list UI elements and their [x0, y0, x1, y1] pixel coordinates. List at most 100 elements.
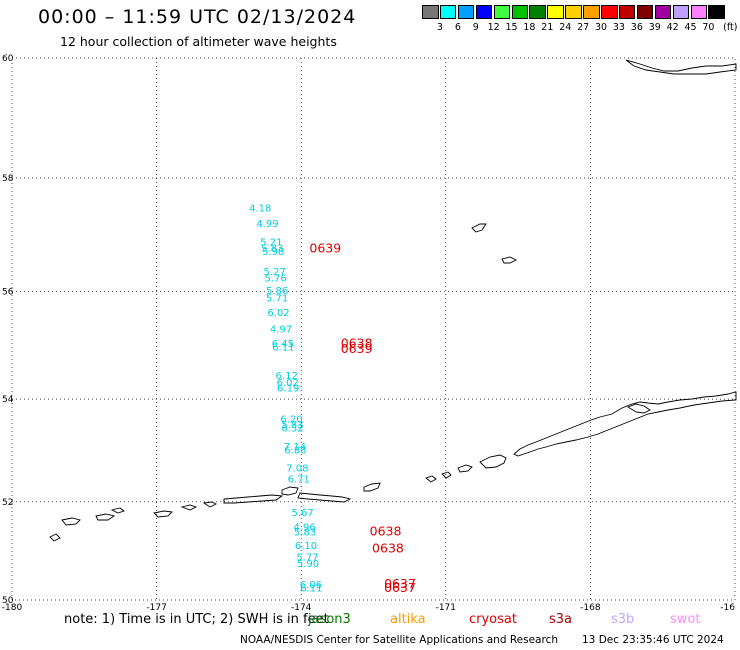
legend-swatch [475, 5, 493, 19]
wave-height-label: 5.83 [294, 528, 316, 539]
pass-time-label: 0639 [309, 240, 341, 255]
umnak-island [457, 464, 473, 473]
legend-label: 18 [523, 22, 536, 33]
wave-height-label: 5.71 [266, 293, 288, 304]
wave-height-label: 6.02 [277, 378, 299, 389]
latitude-tick-label: 50 [2, 596, 14, 606]
wave-height-label: 6.06 [300, 580, 322, 591]
adak-island [281, 486, 299, 496]
legend-swatch [457, 5, 475, 19]
pribilof-st-paul [471, 223, 487, 233]
legend-label: 70 [702, 22, 715, 33]
legend-label: 12 [487, 22, 500, 33]
legend-swatch [654, 5, 672, 19]
mission-label: cryosat [469, 612, 517, 627]
legend-label: 45 [684, 22, 697, 33]
wave-height-label: 6.88 [284, 446, 306, 457]
wave-height-label: 5.67 [292, 508, 314, 519]
nunivak-coast [625, 59, 737, 75]
pass-time-label: 0639 [341, 341, 373, 356]
legend-label: 30 [595, 22, 608, 33]
wave-height-label: 4.97 [270, 324, 292, 335]
legend-label: 27 [577, 22, 590, 33]
wave-height-label: 5.83 [281, 420, 303, 431]
legend-label: 6 [454, 22, 461, 33]
axis-tick-labels: -180 -177 -174 -171 -168 -16 60 58 56 54 52 50 [2, 54, 735, 613]
legend-label: 42 [666, 22, 679, 33]
mission-label: jason3 [308, 612, 351, 627]
pass-time-label: 0638 [372, 540, 404, 555]
legend-label: 21 [541, 22, 554, 33]
atka-island [363, 482, 381, 492]
legend-swatch [636, 5, 654, 19]
alaska-peninsula-coast [513, 391, 737, 457]
legend-swatch [565, 5, 582, 19]
wave-height-label: 6.12 [276, 371, 298, 382]
latitude-tick-label: 58 [2, 174, 14, 184]
map-title: 00:00 – 11:59 UTC 02/13/2024 [38, 6, 357, 28]
rat-islands [153, 501, 218, 518]
wave-height-label: 6.20 [280, 415, 302, 426]
legend-swatch [529, 5, 546, 19]
legend-swatch [672, 5, 690, 19]
mission-label: swot [670, 612, 701, 627]
wave-height-labels: 4.184.995.215.835.985.275.765.865.716.02… [249, 204, 322, 595]
wave-height-label: 5.83 [261, 243, 283, 254]
credit-line: NOAA/NESDIS Center for Satellite Applica… [240, 634, 558, 646]
latitude-tick-label: 54 [2, 395, 14, 405]
wave-height-label: 5.90 [297, 559, 319, 570]
wave-height-label: 6.19 [277, 383, 299, 394]
wave-height-label: 7.08 [286, 464, 308, 475]
wave-height-label: 4.18 [249, 204, 271, 215]
wave-height-label: 4.99 [256, 219, 278, 230]
legend-swatch [511, 5, 529, 19]
legend-swatch [583, 5, 600, 19]
wave-height-label: 5.77 [296, 552, 318, 563]
pass-time-label: 0637 [384, 580, 416, 595]
unalaska-island [479, 454, 507, 469]
legend-swatch [708, 5, 725, 19]
latitude-tick-label: 60 [2, 54, 14, 64]
legend-swatch [690, 5, 708, 19]
wave-height-label: 5.76 [265, 273, 287, 284]
wave-height-label: 4.96 [293, 523, 315, 534]
legend-swatch [618, 5, 636, 19]
wave-height-label: 5.98 [262, 247, 284, 258]
pribilof-st-george [501, 256, 518, 264]
map-subtitle: 12 hour collection of altimeter wave hei… [60, 34, 337, 49]
mission-label: s3a [549, 612, 573, 627]
wave-height-label: 6.71 [288, 475, 310, 486]
wave-height-label: 5.27 [264, 267, 286, 278]
legend-swatch [547, 5, 564, 19]
wave-height-label: 6.45 [272, 339, 294, 350]
pass-time-label: 0638 [341, 336, 373, 351]
alaska-peninsula-north [626, 403, 651, 414]
longitude-tick-label: -171 [436, 603, 456, 613]
generation-timestamp: 13 Dec 23:35:46 UTC 2024 [582, 634, 724, 646]
wave-height-label: 5.86 [266, 286, 288, 297]
andreanof-islands [297, 492, 352, 503]
longitude-tick-label: -16 [720, 603, 735, 613]
legend-label: 33 [612, 22, 625, 33]
mission-label: s3b [611, 612, 635, 627]
legend-swatch [439, 5, 457, 19]
wave-height-label: 5.21 [260, 238, 282, 249]
legend-label: 39 [648, 22, 661, 33]
wave-height-label: 6.32 [281, 423, 303, 434]
pass-time-label: 0638 [370, 524, 402, 539]
wave-height-label: 6.11 [272, 342, 294, 353]
legend-swatch [422, 5, 439, 19]
legend-label: 3 [436, 22, 443, 33]
coastline [49, 59, 737, 542]
longitude-tick-label: -174 [291, 603, 312, 613]
longitude-tick-label: -177 [146, 603, 166, 613]
latitude-tick-label: 52 [2, 498, 13, 508]
legend-label: 24 [559, 22, 572, 33]
footer-note: note: 1) Time is in UTC; 2) SWH is in fe… [64, 612, 329, 627]
wave-height-label: 6.10 [295, 541, 317, 552]
near-islands [49, 507, 125, 542]
legend-label: 15 [505, 22, 518, 33]
delarof-islands [223, 494, 284, 504]
